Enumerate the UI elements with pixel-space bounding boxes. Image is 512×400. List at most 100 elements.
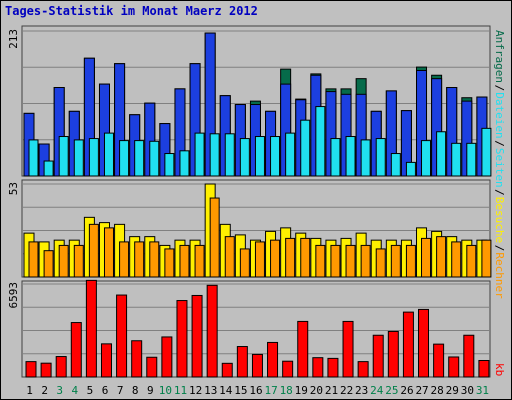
x-tick-label-19: 19: [295, 384, 308, 397]
bar-kb-16: [251, 353, 263, 378]
bar-seiten-21: [330, 138, 341, 177]
bar-rechner-30: [466, 244, 477, 278]
x-tick-label-26: 26: [400, 384, 413, 397]
x-tick-label-2: 2: [41, 384, 48, 397]
bar-seiten-7: [119, 140, 130, 177]
bar-rechner-6: [103, 227, 114, 278]
bar-seiten-23: [360, 139, 371, 177]
bar-kb-17: [267, 341, 279, 378]
bar-kb-27: [418, 308, 430, 378]
bar-seiten-24: [375, 138, 386, 177]
bar-rechner-20: [315, 244, 326, 278]
bar-seiten-3: [58, 136, 69, 177]
bar-rechner-29: [451, 241, 462, 278]
bar-seiten-16: [254, 136, 265, 177]
bar-kb-19: [297, 320, 309, 378]
x-tick-label-17: 17: [264, 384, 277, 397]
x-tick-label-9: 9: [147, 384, 154, 397]
bar-kb-24: [372, 334, 384, 378]
bar-kb-21: [327, 357, 339, 378]
y-max-label-bottom: 6593: [7, 282, 20, 309]
bar-kb-25: [387, 330, 399, 378]
bar-kb-23: [357, 361, 369, 378]
bar-rechner-11: [179, 244, 190, 278]
bar-rechner-27: [421, 237, 432, 278]
bar-kb-8: [131, 340, 143, 378]
bar-seiten-5: [88, 138, 99, 177]
legend-kb: kb: [493, 363, 506, 376]
legend-rechner: Rechner: [493, 252, 506, 299]
y-max-label-top: 213: [7, 29, 20, 49]
bar-kb-29: [448, 356, 460, 378]
bar-seiten-26: [405, 161, 416, 177]
x-tick-label-12: 12: [189, 384, 202, 397]
legend-anfragen: Anfragen: [493, 30, 506, 83]
x-tick-label-1: 1: [26, 384, 33, 397]
x-tick-label-31: 31: [476, 384, 489, 397]
bar-kb-14: [221, 362, 233, 378]
bar-kb-7: [116, 294, 128, 378]
bar-kb-20: [312, 357, 324, 378]
bar-rechner-18: [285, 237, 296, 278]
bar-rechner-17: [270, 239, 281, 278]
bar-kb-6: [100, 343, 112, 378]
bar-kb-26: [402, 311, 414, 378]
bar-kb-12: [191, 294, 203, 378]
bar-kb-2: [40, 362, 52, 378]
bar-rechner-21: [330, 244, 341, 278]
bar-rechner-10: [164, 248, 175, 278]
x-tick-label-7: 7: [117, 384, 124, 397]
bar-seiten-19: [300, 119, 311, 177]
bar-kb-13: [206, 284, 218, 378]
bar-seiten-12: [194, 132, 205, 177]
bar-seiten-20: [315, 106, 326, 177]
x-tick-label-20: 20: [310, 384, 323, 397]
bar-rechner-15: [239, 248, 250, 278]
bar-seiten-8: [134, 140, 145, 177]
bar-rechner-3: [58, 244, 69, 278]
chart-title: Tages-Statistik im Monat Maerz 2012: [5, 4, 258, 18]
x-tick-label-11: 11: [174, 384, 187, 397]
x-tick-label-3: 3: [56, 384, 63, 397]
bar-rechner-9: [149, 241, 160, 278]
bar-seiten-10: [164, 153, 175, 177]
x-tick-label-18: 18: [280, 384, 293, 397]
bar-rechner-28: [436, 236, 447, 278]
bar-kb-28: [433, 343, 445, 378]
x-tick-label-4: 4: [72, 384, 79, 397]
bar-seiten-11: [179, 150, 190, 177]
legend-separator-1: /: [493, 85, 506, 92]
x-tick-label-13: 13: [204, 384, 217, 397]
bar-seiten-14: [224, 133, 235, 177]
bar-seiten-31: [481, 127, 492, 177]
bar-seiten-17: [270, 136, 281, 177]
legend-separator-3: /: [493, 189, 506, 196]
bar-seiten-9: [149, 140, 160, 177]
bar-kb-15: [236, 346, 248, 378]
bar-rechner-14: [224, 236, 235, 278]
bar-kb-9: [146, 356, 158, 378]
bar-rechner-24: [375, 248, 386, 278]
bar-seiten-27: [421, 140, 432, 177]
legend-besuche: Besuche: [493, 197, 506, 243]
bar-kb-31: [478, 359, 490, 378]
bar-rechner-8: [134, 241, 145, 278]
x-tick-label-24: 24: [370, 384, 384, 397]
bar-seiten-4: [73, 139, 84, 177]
x-tick-label-22: 22: [340, 384, 353, 397]
bar-rechner-16: [254, 241, 265, 278]
x-tick-label-10: 10: [159, 384, 172, 397]
x-tick-label-6: 6: [102, 384, 109, 397]
bar-rechner-12: [194, 244, 205, 278]
legend-dateien: Dateien: [493, 92, 506, 138]
x-tick-label-16: 16: [249, 384, 262, 397]
bar-kb-5: [85, 279, 97, 378]
bar-seiten-15: [239, 138, 250, 177]
bar-rechner-26: [405, 244, 416, 278]
x-tick-label-21: 21: [325, 384, 338, 397]
x-tick-label-29: 29: [446, 384, 459, 397]
bar-rechner-25: [390, 244, 401, 278]
x-tick-label-30: 30: [461, 384, 474, 397]
bar-rechner-5: [88, 223, 99, 278]
